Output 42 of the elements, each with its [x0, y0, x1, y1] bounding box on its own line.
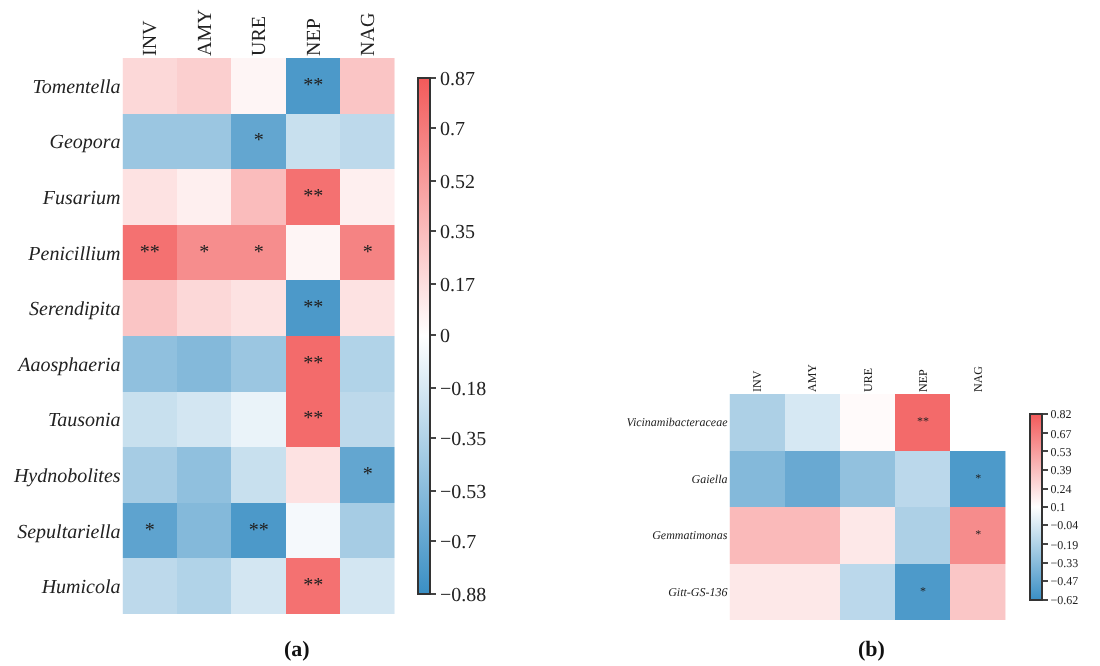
color-bar-label: 0.17	[440, 275, 475, 298]
y-tick-label: Hydnobolites	[11, 466, 121, 488]
y-tick-label: Aaosphaeria	[16, 354, 121, 377]
color-bar-label: −0.53	[440, 481, 487, 504]
data-label: *	[144, 519, 155, 542]
data-label: **	[303, 186, 324, 208]
y-tick-label: Tomentella	[32, 76, 121, 99]
data-label: *	[253, 241, 264, 264]
color-bar-label: 0.7	[440, 119, 465, 142]
data-label: *	[199, 241, 210, 264]
y-tick-label: Humicola	[39, 577, 121, 600]
y-tick-label: Fusarium	[40, 188, 121, 210]
y-tick-label: Tausonia	[47, 410, 121, 433]
data-label: **	[303, 575, 324, 598]
data-label: *	[362, 464, 373, 486]
y-tick-label: Penicillium	[26, 243, 121, 266]
x-tick-label: NAG	[358, 12, 381, 56]
x-tick-label: AMY	[194, 9, 217, 56]
data-label: **	[303, 408, 324, 431]
y-tick-label: Sepultariella	[17, 521, 121, 544]
data-label: **	[248, 519, 269, 542]
text: (a)	[284, 638, 311, 662]
data-label: *	[253, 130, 264, 153]
color-bar-label: 0.52	[440, 172, 475, 195]
data-label: **	[139, 241, 160, 264]
y-tick-label: Serendipita	[29, 299, 121, 322]
text: (b)	[858, 638, 886, 662]
x-tick-label: URE	[249, 16, 272, 56]
y-tick-label: Geopora	[49, 132, 121, 155]
color-bar-label: −0.18	[440, 378, 487, 401]
data-label: **	[303, 297, 324, 320]
color-bar-label: −0.35	[440, 428, 487, 451]
color-bar-label: 0.35	[440, 222, 475, 245]
color-bar-label: 0	[440, 325, 450, 348]
data-label: *	[362, 241, 373, 264]
x-tick-label: INV	[140, 18, 163, 56]
data-label: **	[303, 74, 324, 97]
data-label: **	[303, 352, 324, 375]
color-bar-label: −0.7	[440, 531, 477, 554]
color-bar-label: 0.87	[440, 69, 475, 91]
x-tick-label: NEP	[303, 17, 326, 56]
color-bar-label: −0.88	[440, 585, 487, 607]
